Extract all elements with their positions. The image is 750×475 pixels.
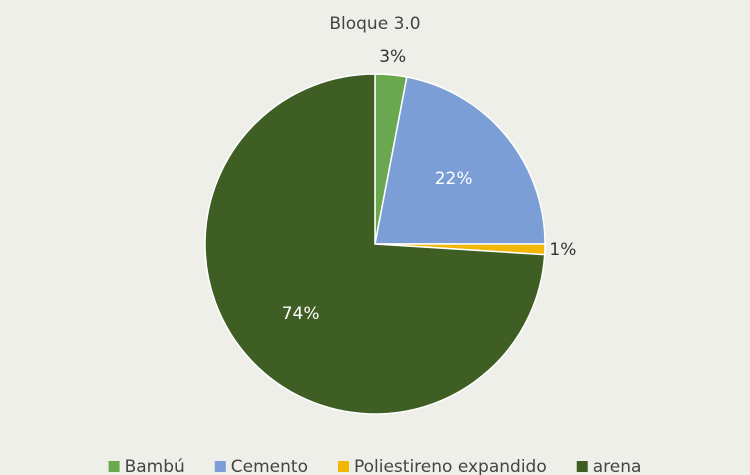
pie-slice xyxy=(204,73,546,415)
legend-label: Bambú xyxy=(125,457,185,475)
data-label: 22% xyxy=(435,169,473,189)
legend-swatch xyxy=(108,461,120,472)
data-label: 74% xyxy=(282,304,320,324)
data-label: 1% xyxy=(549,240,576,260)
legend: Bambú Cemento Poliestireno expandido arena xyxy=(108,457,642,475)
data-label: 3% xyxy=(379,47,406,67)
pie-slice xyxy=(374,76,546,245)
legend-swatch xyxy=(337,461,349,472)
legend-label: Cemento xyxy=(231,457,308,475)
legend-swatch xyxy=(214,461,226,472)
legend-label: arena xyxy=(593,457,642,475)
legend-swatch xyxy=(576,461,588,472)
chart-title: Bloque 3.0 xyxy=(329,14,420,34)
legend-label: Poliestireno expandido xyxy=(354,457,547,475)
